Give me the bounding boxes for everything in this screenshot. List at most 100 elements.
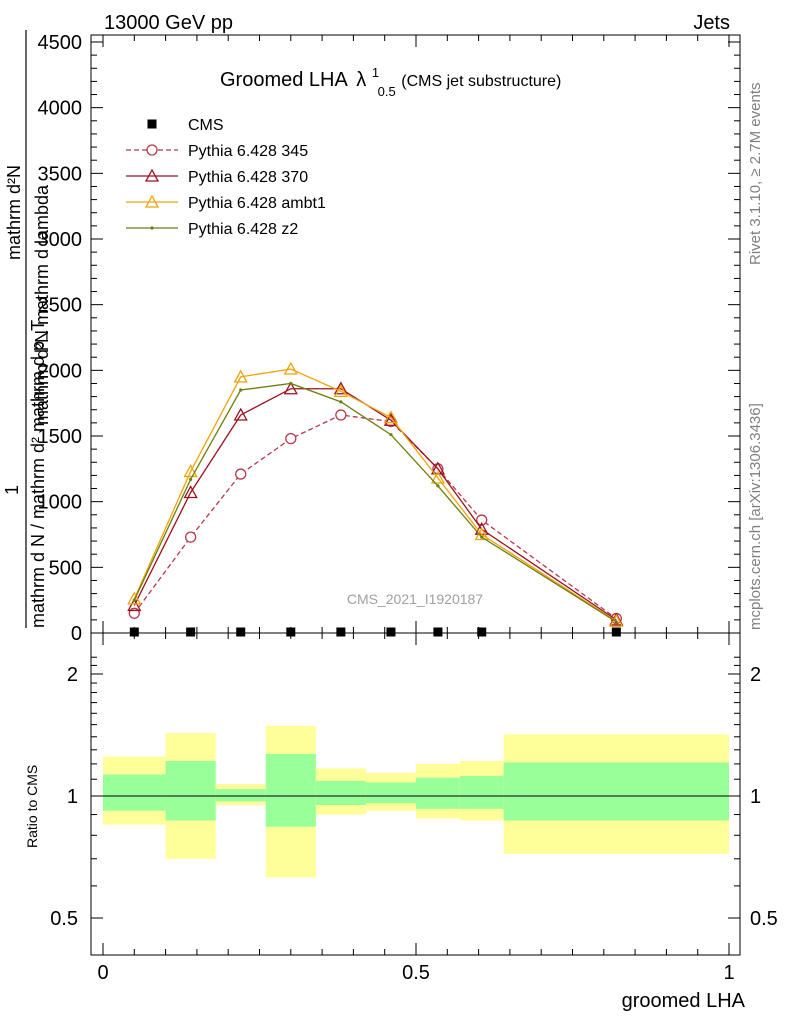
plot-title-lambda: λ [356, 69, 366, 91]
legend-label-3: Pythia 6.428 ambt1 [188, 195, 326, 212]
x-axis-label: groomed LHA [622, 990, 746, 1012]
legend-marker-4 [150, 226, 154, 230]
series-4-point-2 [239, 388, 243, 392]
ylabel-top: mathrm d²N [4, 165, 24, 260]
series-2-point-2 [233, 407, 248, 421]
x-tick-label: 0.5 [402, 962, 430, 984]
series-4-point-5 [389, 433, 393, 437]
series-2-point-5 [383, 412, 399, 426]
series-0-point-4 [336, 627, 346, 637]
ratio-tick-label: 1 [67, 786, 78, 808]
ylabel-bottom: mathrm d N / mathrm d² mathrm d p_T [28, 320, 49, 628]
series-line-3 [133, 368, 617, 622]
plot-title-main: Groomed LHA [220, 69, 348, 91]
x-tick-label: 0 [97, 962, 108, 984]
legend-marker-1 [146, 144, 158, 156]
series-2-point-3 [283, 381, 298, 395]
series-4-point-3 [289, 381, 293, 386]
legend: CMS Pythia 6.428 345 Pythia 6.428 370 Pythi… [126, 117, 326, 238]
series-3-point-1 [183, 464, 198, 478]
series-1-point-7 [476, 514, 488, 526]
ratio-band-green-5 [365, 782, 416, 804]
ratio-band-green-1 [165, 761, 216, 821]
series-4-point-8 [614, 620, 618, 624]
ratio-band-green-6 [416, 777, 460, 809]
analysis-watermark: CMS_2021_I1920187 [347, 591, 483, 607]
series-2-point-6 [430, 461, 446, 475]
legend-marker-2 [144, 168, 160, 182]
series-1-point-3 [285, 432, 297, 445]
y-tick-label: 4000 [38, 98, 83, 120]
ylabel-top2: mathrm d²N mathrm d lambda [32, 184, 52, 425]
ratio-band-green-0 [103, 774, 166, 811]
series-layer [127, 361, 624, 637]
series-line-4 [133, 382, 617, 623]
series-3-point-0 [127, 591, 142, 605]
x-tick-label: 1 [723, 962, 734, 984]
plot-title-suffix: (CMS jet substructure) [401, 73, 561, 90]
series-0-point-3 [286, 627, 296, 637]
series-0-point-1 [186, 627, 196, 637]
series-0 [129, 627, 621, 637]
ylabel-fraction-num: 1 [2, 485, 22, 495]
series-3-point-6 [430, 470, 446, 484]
series-4-point-0 [132, 598, 136, 602]
series-4-point-6 [436, 484, 440, 488]
mcplots-label: mcplots.cern.ch [arXiv:1306.3436] [747, 403, 764, 630]
plot-title: Groomed LHA λ 1 0.5 (CMS jet substructur… [220, 60, 561, 101]
series-0-point-5 [386, 627, 396, 637]
series-3-point-2 [233, 369, 248, 383]
y-tick-label: 3500 [38, 163, 83, 185]
y-tick-label: 0 [71, 623, 82, 645]
ratio-tick-label-right: 1 [750, 786, 761, 808]
ratio-band-green-4 [315, 780, 366, 806]
series-1-point-2 [235, 468, 247, 480]
series-1 [128, 409, 622, 625]
y-tick-label: 4500 [38, 32, 83, 54]
series-0-point-7 [477, 627, 487, 637]
legend-label-2: Pythia 6.428 370 [188, 169, 308, 186]
ratio-tick-label: 2 [67, 664, 78, 686]
y-tick-label: 3000 [38, 229, 83, 251]
series-1-point-1 [184, 531, 197, 543]
series-0-point-6 [433, 627, 443, 637]
legend-label-1: Pythia 6.428 345 [188, 143, 308, 160]
series-2 [127, 381, 624, 626]
series-2-point-4 [333, 381, 348, 395]
legend-label-4: Pythia 6.428 z2 [188, 221, 298, 238]
series-4-point-4 [339, 400, 343, 404]
series-3-point-3 [283, 361, 298, 375]
series-0-point-2 [236, 627, 246, 637]
series-0-point-8 [611, 627, 621, 637]
header-left: 13000 GeV pp [104, 12, 233, 34]
header-right: Jets [693, 12, 730, 34]
ratio-axis-ticks: 0.5 0.5 1 1 2 2 [50, 656, 778, 930]
y-tick-label: 500 [49, 557, 82, 579]
ratio-band-green-8 [503, 762, 729, 821]
series-3-point-5 [383, 410, 399, 424]
y-tick-label: 1500 [38, 426, 83, 448]
ratio-bands [91, 725, 740, 878]
ratio-ylabel: Ratio to CMS [24, 765, 40, 848]
y-tick-label: 1000 [38, 492, 83, 514]
series-1-point-4 [335, 409, 347, 421]
legend-marker-3 [144, 194, 160, 208]
legend-marker-0 [147, 119, 157, 129]
ratio-tick-label-right: 2 [750, 664, 761, 686]
series-4-point-1 [189, 477, 193, 481]
ratio-tick-label-right: 0.5 [750, 908, 778, 930]
series-3-point-4 [333, 383, 348, 397]
ratio-band-green-3 [265, 753, 316, 827]
series-2-point-0 [127, 598, 142, 612]
legend-label-0: CMS [188, 117, 224, 134]
series-line-1 [133, 414, 617, 620]
series-line-2 [133, 388, 617, 621]
series-4-point-7 [480, 535, 484, 539]
series-2-point-1 [183, 485, 198, 499]
ratio-band-green-7 [459, 776, 504, 809]
y-tick-label: 2500 [38, 295, 83, 317]
ratio-tick-label: 0.5 [50, 908, 78, 930]
rivet-label: Rivet 3.1.10, ≥ 2.7M events [747, 83, 764, 266]
y-tick-label: 2000 [38, 360, 83, 382]
